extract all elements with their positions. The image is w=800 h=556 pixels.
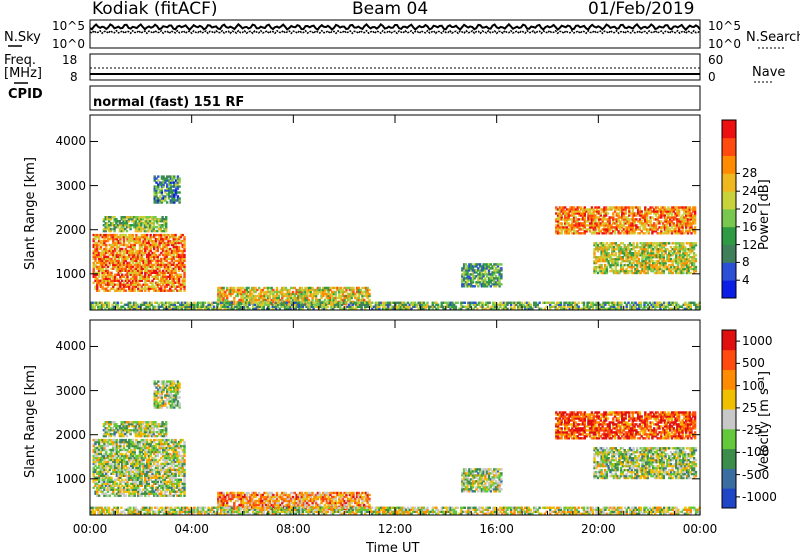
data-cell bbox=[371, 302, 373, 304]
data-cell bbox=[695, 258, 697, 260]
data-cell bbox=[632, 242, 634, 244]
data-cell bbox=[640, 302, 642, 304]
power-panel bbox=[90, 115, 701, 310]
data-cell bbox=[583, 302, 585, 304]
data-cell bbox=[694, 226, 696, 228]
data-cell bbox=[368, 289, 370, 291]
data-cell bbox=[352, 287, 354, 289]
data-cell bbox=[682, 242, 684, 244]
data-cell bbox=[120, 302, 122, 304]
data-cell bbox=[98, 290, 100, 292]
data-cell bbox=[183, 236, 185, 238]
data-cell bbox=[620, 302, 622, 304]
data-cell bbox=[327, 306, 329, 308]
data-cell bbox=[560, 302, 562, 304]
data-cell bbox=[178, 191, 180, 193]
data-cells bbox=[90, 380, 701, 515]
data-cell bbox=[500, 273, 502, 275]
data-cell bbox=[641, 210, 643, 212]
data-cell bbox=[222, 287, 224, 289]
data-cell bbox=[694, 206, 696, 208]
data-cell bbox=[174, 234, 176, 236]
data-cell bbox=[129, 302, 131, 304]
data-cell bbox=[464, 302, 466, 304]
data-cells bbox=[90, 175, 701, 310]
data-cell bbox=[538, 302, 540, 304]
data-cell bbox=[240, 302, 242, 304]
data-cell bbox=[105, 244, 107, 246]
nsky-trace bbox=[90, 24, 700, 29]
data-cell bbox=[178, 177, 180, 179]
data-cell bbox=[204, 302, 206, 304]
data-cell bbox=[276, 287, 278, 289]
data-cell bbox=[173, 175, 175, 177]
data-cell bbox=[561, 222, 563, 224]
data-cell bbox=[530, 304, 532, 306]
data-cell bbox=[126, 230, 128, 232]
data-cell bbox=[638, 258, 640, 260]
data-cell bbox=[607, 212, 609, 214]
data-cell bbox=[695, 266, 697, 268]
data-cell bbox=[108, 302, 110, 304]
data-cell bbox=[231, 302, 233, 304]
data-cell bbox=[636, 242, 638, 244]
data-cell bbox=[600, 264, 602, 266]
data-cell bbox=[154, 306, 156, 308]
data-cell bbox=[695, 242, 697, 244]
data-cell bbox=[368, 299, 370, 301]
data-cell bbox=[180, 274, 182, 276]
data-cell bbox=[117, 302, 119, 304]
data-cell bbox=[216, 304, 218, 306]
data-cell bbox=[457, 302, 459, 304]
data-cell bbox=[165, 216, 167, 218]
data-cell bbox=[455, 306, 457, 308]
data-cell bbox=[233, 287, 235, 289]
data-cell bbox=[695, 254, 697, 256]
velocity-panel bbox=[90, 320, 701, 515]
data-cell bbox=[639, 206, 641, 208]
data-cell bbox=[110, 272, 112, 274]
data-cell bbox=[166, 201, 168, 203]
data-cell bbox=[151, 302, 153, 304]
nsearch-trace bbox=[90, 31, 700, 34]
data-cell bbox=[668, 242, 670, 244]
data-cell bbox=[183, 264, 185, 266]
data-cell bbox=[248, 302, 250, 304]
data-cell bbox=[125, 290, 127, 292]
data-cell bbox=[368, 293, 370, 295]
data-cell bbox=[426, 302, 428, 304]
data-cell bbox=[183, 254, 185, 256]
data-cell bbox=[663, 302, 665, 304]
data-cell bbox=[132, 234, 134, 236]
freq-box bbox=[90, 54, 700, 80]
data-cell bbox=[615, 252, 617, 254]
data-cell bbox=[146, 234, 148, 236]
data-cell bbox=[489, 302, 491, 304]
data-cell bbox=[98, 495, 100, 497]
data-cell bbox=[500, 283, 502, 285]
data-cell bbox=[178, 197, 180, 199]
data-cell bbox=[178, 246, 180, 248]
data-cell bbox=[157, 175, 159, 177]
data-cell bbox=[344, 302, 346, 304]
data-cell bbox=[500, 263, 502, 265]
data-cell bbox=[178, 185, 180, 187]
data-cell bbox=[500, 267, 502, 269]
data-cell bbox=[578, 302, 580, 304]
data-cell bbox=[240, 306, 242, 308]
data-cell bbox=[689, 272, 691, 274]
